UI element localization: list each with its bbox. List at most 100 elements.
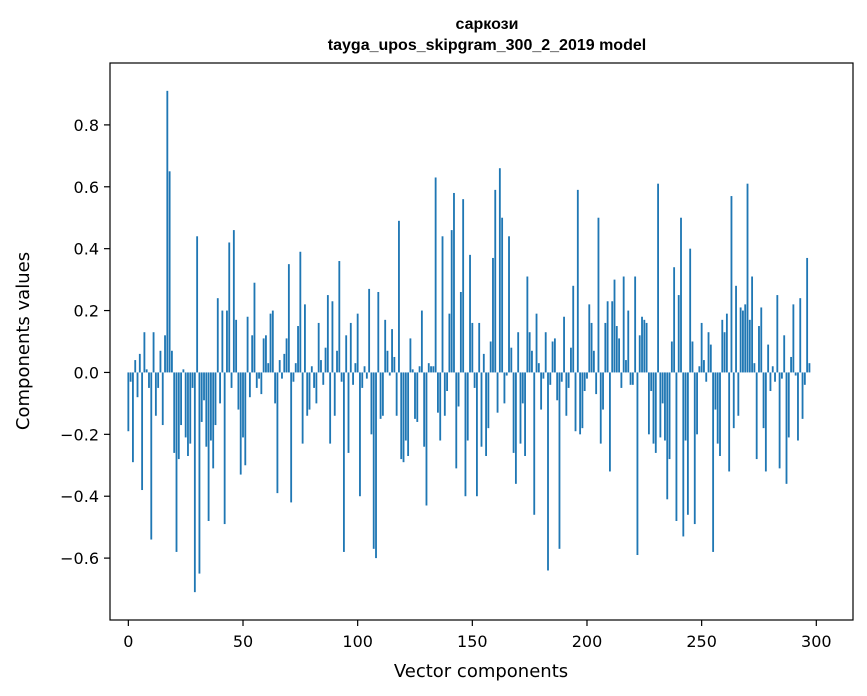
bar-17	[166, 90, 169, 373]
bar-36	[209, 372, 212, 441]
bar-237	[670, 341, 673, 373]
chart-title: саркози	[456, 16, 519, 33]
bar-67	[281, 372, 283, 379]
bar-168	[512, 372, 515, 453]
bar-142	[453, 192, 455, 373]
bar-112	[384, 319, 387, 373]
bar-253	[707, 332, 710, 373]
bar-87	[326, 295, 329, 373]
bar-78	[306, 372, 309, 416]
bar-278	[764, 372, 767, 472]
bar-119	[400, 372, 403, 460]
bar-213	[615, 326, 618, 373]
bar-37	[212, 372, 215, 469]
bar-250	[700, 322, 703, 373]
bar-105	[368, 288, 371, 373]
bar-214	[618, 338, 621, 373]
bar-31	[198, 372, 201, 574]
bar-59	[262, 338, 265, 373]
bar-196	[576, 189, 579, 373]
bar-166	[508, 236, 510, 373]
bar-173	[524, 372, 526, 456]
bar-128	[420, 310, 423, 373]
bar-39	[216, 298, 219, 373]
bar-255	[712, 372, 715, 552]
bar-190	[563, 316, 565, 373]
bar-29	[193, 372, 196, 593]
bar-270	[746, 183, 749, 373]
bar-89	[331, 301, 334, 373]
bar-296	[806, 257, 809, 373]
bar-227	[647, 372, 650, 435]
bar-91	[336, 350, 338, 373]
bar-193	[570, 347, 572, 373]
bar-293	[799, 298, 802, 373]
bar-7	[143, 332, 146, 373]
bar-266	[737, 372, 740, 416]
bar-246	[691, 341, 694, 373]
bar-101	[359, 372, 361, 497]
bar-143	[455, 372, 458, 469]
bar-19	[171, 350, 173, 373]
bar-50	[242, 372, 244, 438]
bar-244	[686, 372, 689, 515]
bar-197	[579, 372, 582, 435]
bar-51	[244, 372, 247, 466]
bar-272	[751, 276, 754, 373]
bar-41	[221, 310, 224, 373]
bar-233	[661, 372, 664, 404]
bar-242	[682, 372, 685, 537]
bar-146	[462, 199, 465, 373]
bar-216	[622, 276, 625, 373]
bar-30	[196, 236, 199, 373]
bar-71	[290, 372, 293, 503]
bar-178	[535, 313, 538, 373]
bar-241	[680, 217, 682, 373]
bar-284	[778, 372, 781, 469]
bar-124	[411, 369, 414, 373]
bar-22	[177, 372, 180, 460]
bar-200	[586, 372, 588, 379]
y-tick-label: 0.0	[74, 363, 99, 382]
bar-129	[423, 372, 426, 447]
bar-254	[709, 344, 712, 373]
bar-231	[657, 183, 659, 373]
bar-268	[742, 310, 744, 373]
bar-20	[173, 372, 176, 453]
bar-5	[138, 353, 141, 373]
bar-9	[148, 372, 150, 388]
bar-187	[556, 372, 559, 401]
bar-92	[338, 261, 341, 373]
bar-210	[609, 372, 611, 472]
bar-11	[152, 332, 155, 373]
bar-218	[627, 310, 630, 373]
bar-282	[774, 372, 776, 382]
bar-240	[677, 295, 680, 373]
bar-277	[762, 372, 765, 429]
x-axis-label: Vector components	[394, 661, 568, 682]
bar-18	[168, 171, 171, 373]
bar-191	[565, 372, 568, 416]
bar-157	[487, 372, 490, 429]
bar-121	[404, 372, 407, 441]
bar-203	[592, 350, 595, 373]
bar-259	[721, 319, 724, 373]
bar-256	[714, 372, 717, 410]
bar-209	[606, 301, 609, 373]
bar-199	[583, 372, 586, 392]
x-tick-label: 50	[233, 632, 253, 651]
bar-249	[698, 366, 701, 373]
bar-52	[246, 316, 249, 373]
x-tick-label: 0	[123, 632, 133, 651]
bar-181	[542, 372, 545, 379]
bar-239	[675, 372, 678, 521]
bar-134	[434, 177, 437, 373]
bar-56	[255, 372, 258, 388]
y-tick-label: 0.4	[74, 240, 99, 259]
bar-159	[492, 257, 494, 373]
bar-76	[301, 372, 304, 444]
bar-207	[602, 372, 604, 410]
bar-154	[480, 372, 483, 447]
bar-63	[271, 310, 274, 373]
bar-93	[340, 372, 343, 382]
